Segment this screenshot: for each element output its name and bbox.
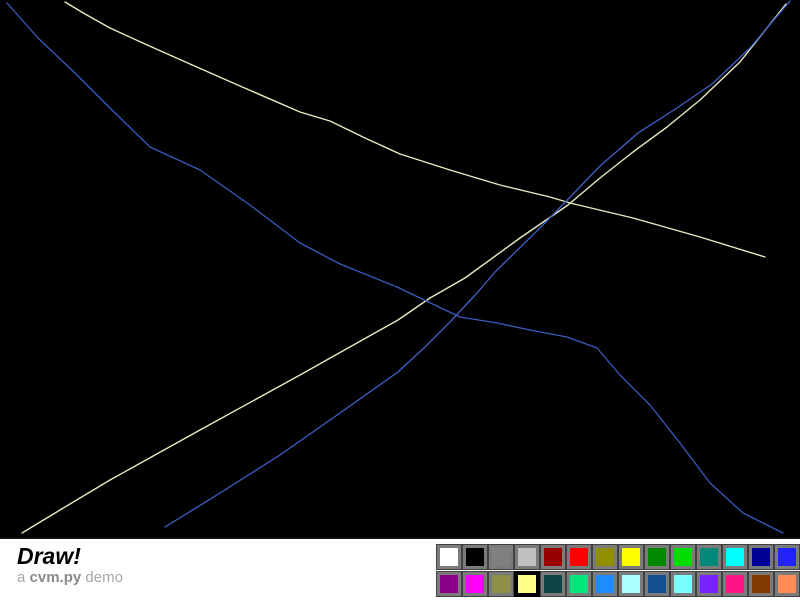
palette-swatch-19[interactable]	[567, 572, 591, 596]
palette-swatch-9[interactable]	[671, 545, 695, 569]
palette-swatch-24[interactable]	[697, 572, 721, 596]
palette-swatch-10[interactable]	[697, 545, 721, 569]
palette-swatch-27[interactable]	[775, 572, 799, 596]
stroke-light-yellow-diagonal	[21, 3, 787, 534]
palette-swatch-2[interactable]	[489, 545, 513, 569]
subtitle-brand: cvm.py	[29, 569, 82, 586]
bottom-toolbar: Draw! a cvm.py demo	[0, 537, 800, 600]
palette-swatch-4[interactable]	[541, 545, 565, 569]
palette-swatch-23[interactable]	[671, 572, 695, 596]
subtitle-suffix: demo	[81, 569, 123, 586]
palette-swatch-14[interactable]	[437, 572, 461, 596]
palette-swatch-0[interactable]	[437, 545, 461, 569]
palette-swatch-13[interactable]	[775, 545, 799, 569]
app-title: Draw!	[17, 543, 81, 569]
palette-swatch-8[interactable]	[645, 545, 669, 569]
palette-swatch-17-selected[interactable]	[515, 572, 539, 596]
drawn-strokes-layer	[6, 0, 791, 534]
app-subtitle: a cvm.py demo	[17, 569, 123, 586]
palette-swatch-18[interactable]	[541, 572, 565, 596]
color-palette	[437, 545, 799, 596]
palette-swatch-7[interactable]	[619, 545, 643, 569]
palette-swatch-15[interactable]	[463, 572, 487, 596]
palette-swatch-11[interactable]	[723, 545, 747, 569]
stroke-light-yellow-curve	[64, 1, 766, 258]
drawing-canvas[interactable]	[0, 0, 800, 537]
palette-swatch-1[interactable]	[463, 545, 487, 569]
palette-swatch-25[interactable]	[723, 572, 747, 596]
palette-swatch-12[interactable]	[749, 545, 773, 569]
palette-swatch-5[interactable]	[567, 545, 591, 569]
subtitle-prefix: a	[17, 569, 30, 586]
palette-swatch-21[interactable]	[619, 572, 643, 596]
stroke-blue-curve	[6, 2, 784, 534]
stroke-blue-diagonal	[164, 0, 791, 528]
title-block: Draw! a cvm.py demo	[17, 544, 123, 586]
palette-swatch-3[interactable]	[515, 545, 539, 569]
palette-swatch-22[interactable]	[645, 572, 669, 596]
palette-swatch-6[interactable]	[593, 545, 617, 569]
palette-swatch-20[interactable]	[593, 572, 617, 596]
palette-swatch-26[interactable]	[749, 572, 773, 596]
palette-swatch-16[interactable]	[489, 572, 513, 596]
